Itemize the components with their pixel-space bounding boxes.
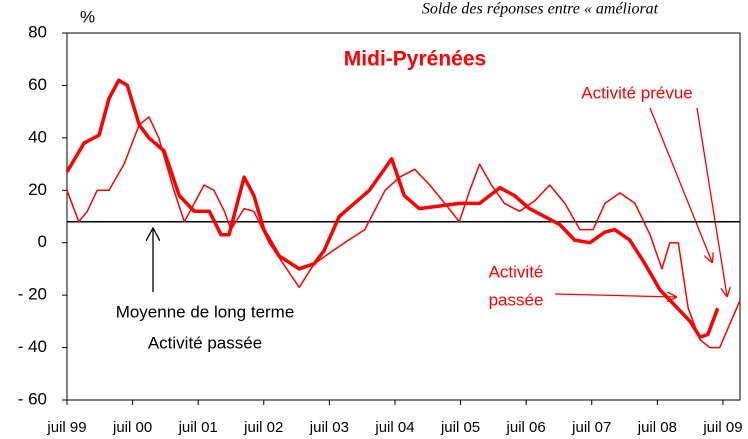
x-tick-label: juil 09 bbox=[702, 419, 742, 436]
annotation: Activité bbox=[489, 262, 544, 281]
y-tick-label: 20 bbox=[28, 180, 47, 199]
y-tick-label: - 40 bbox=[18, 337, 47, 356]
x-tick-label: juil 03 bbox=[309, 419, 349, 436]
x-tick-label: juil 01 bbox=[178, 419, 218, 436]
annotation: passée bbox=[489, 290, 544, 309]
series-line bbox=[66, 116, 741, 349]
plot-frame bbox=[66, 32, 741, 401]
x-tick-label: juil 07 bbox=[571, 419, 611, 436]
x-tick-label: juil 02 bbox=[243, 419, 283, 436]
arrow bbox=[649, 107, 712, 262]
y-tick-label: - 20 bbox=[18, 285, 47, 304]
arrow bbox=[554, 294, 676, 297]
y-tick-label: 60 bbox=[28, 75, 47, 94]
x-tick-label: juil 99 bbox=[46, 419, 86, 436]
y-tick-label: - 60 bbox=[18, 389, 47, 408]
y-tick-label: 40 bbox=[28, 127, 47, 146]
annotation: Moyenne de long terme bbox=[116, 302, 295, 321]
x-tick-label: juil 04 bbox=[374, 419, 414, 436]
arrow bbox=[696, 107, 727, 296]
chart-title: Midi-Pyrénées bbox=[344, 48, 486, 71]
y-unit: % bbox=[80, 7, 95, 26]
legend-label: Activité prévue bbox=[581, 83, 693, 102]
annotation: Activité passée bbox=[148, 333, 262, 352]
x-tick-label: juil 06 bbox=[506, 419, 546, 436]
x-tick-label: juil 08 bbox=[637, 419, 677, 436]
y-tick-label: 80 bbox=[28, 22, 47, 41]
subtitle: Solde des réponses entre « améliorat bbox=[422, 1, 659, 18]
x-tick-label: juil 00 bbox=[112, 419, 152, 436]
x-tick-label: juil 05 bbox=[440, 419, 480, 436]
y-tick-label: 0 bbox=[38, 232, 47, 251]
series-line bbox=[65, 78, 720, 339]
